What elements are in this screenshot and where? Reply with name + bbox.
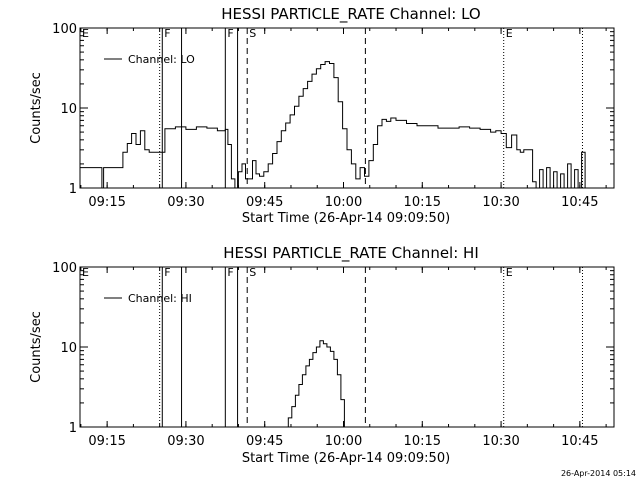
y-tick-label: 10 bbox=[60, 341, 77, 356]
x-tick-label: 09:15 bbox=[88, 195, 125, 210]
event-marker-label: E bbox=[82, 266, 89, 279]
x-tick-label: 10:30 bbox=[482, 434, 519, 449]
event-marker-label: F bbox=[164, 27, 170, 40]
y-tick-label: 1 bbox=[69, 421, 77, 436]
series-line bbox=[284, 340, 345, 428]
x-tick-label: 10:45 bbox=[561, 434, 598, 449]
x-tick-label: 10:15 bbox=[404, 195, 441, 210]
y-axis-label: Counts/sec bbox=[29, 72, 44, 144]
y-tick-label: 100 bbox=[52, 261, 77, 276]
event-marker-label: F bbox=[227, 27, 233, 40]
x-tick-label: 09:45 bbox=[246, 195, 283, 210]
series-line bbox=[80, 61, 586, 189]
event-marker-label: S bbox=[249, 266, 256, 279]
legend-label: Channel: LO bbox=[128, 53, 195, 66]
x-tick-label: 10:00 bbox=[325, 434, 362, 449]
x-tick-label: 09:30 bbox=[167, 195, 204, 210]
x-tick-label: 09:15 bbox=[88, 434, 125, 449]
event-marker-label: E bbox=[506, 27, 513, 40]
footer-timestamp: 26-Apr-2014 05:14 bbox=[561, 469, 636, 478]
chart-title: HESSI PARTICLE_RATE Channel: HI bbox=[223, 244, 479, 263]
legend-label: Channel: HI bbox=[128, 292, 192, 305]
y-axis-label: Counts/sec bbox=[29, 311, 44, 383]
x-axis-label: Start Time (26-Apr-14 09:09:50) bbox=[242, 211, 450, 226]
panel-lo: HESSI PARTICLE_RATE Channel: LO Start Ti… bbox=[29, 5, 615, 226]
y-tick-label: 1 bbox=[69, 182, 77, 197]
event-marker-label: E bbox=[82, 27, 89, 40]
x-tick-label: 10:45 bbox=[561, 195, 598, 210]
x-tick-label: 09:45 bbox=[246, 434, 283, 449]
event-marker-label: F bbox=[164, 266, 170, 279]
x-tick-label: 10:00 bbox=[325, 195, 362, 210]
event-marker-label: S bbox=[249, 27, 256, 40]
x-tick-label: 09:30 bbox=[167, 434, 204, 449]
y-tick-label: 10 bbox=[60, 102, 77, 117]
event-marker-label: E bbox=[506, 266, 513, 279]
x-tick-label: 10:15 bbox=[404, 434, 441, 449]
event-marker-label: F bbox=[227, 266, 233, 279]
panel-hi: HESSI PARTICLE_RATE Channel: HI Start Ti… bbox=[29, 244, 615, 466]
y-tick-label: 100 bbox=[52, 22, 77, 37]
x-axis-label: Start Time (26-Apr-14 09:09:50) bbox=[242, 451, 450, 466]
chart-title: HESSI PARTICLE_RATE Channel: LO bbox=[221, 5, 480, 24]
x-tick-label: 10:30 bbox=[482, 195, 519, 210]
